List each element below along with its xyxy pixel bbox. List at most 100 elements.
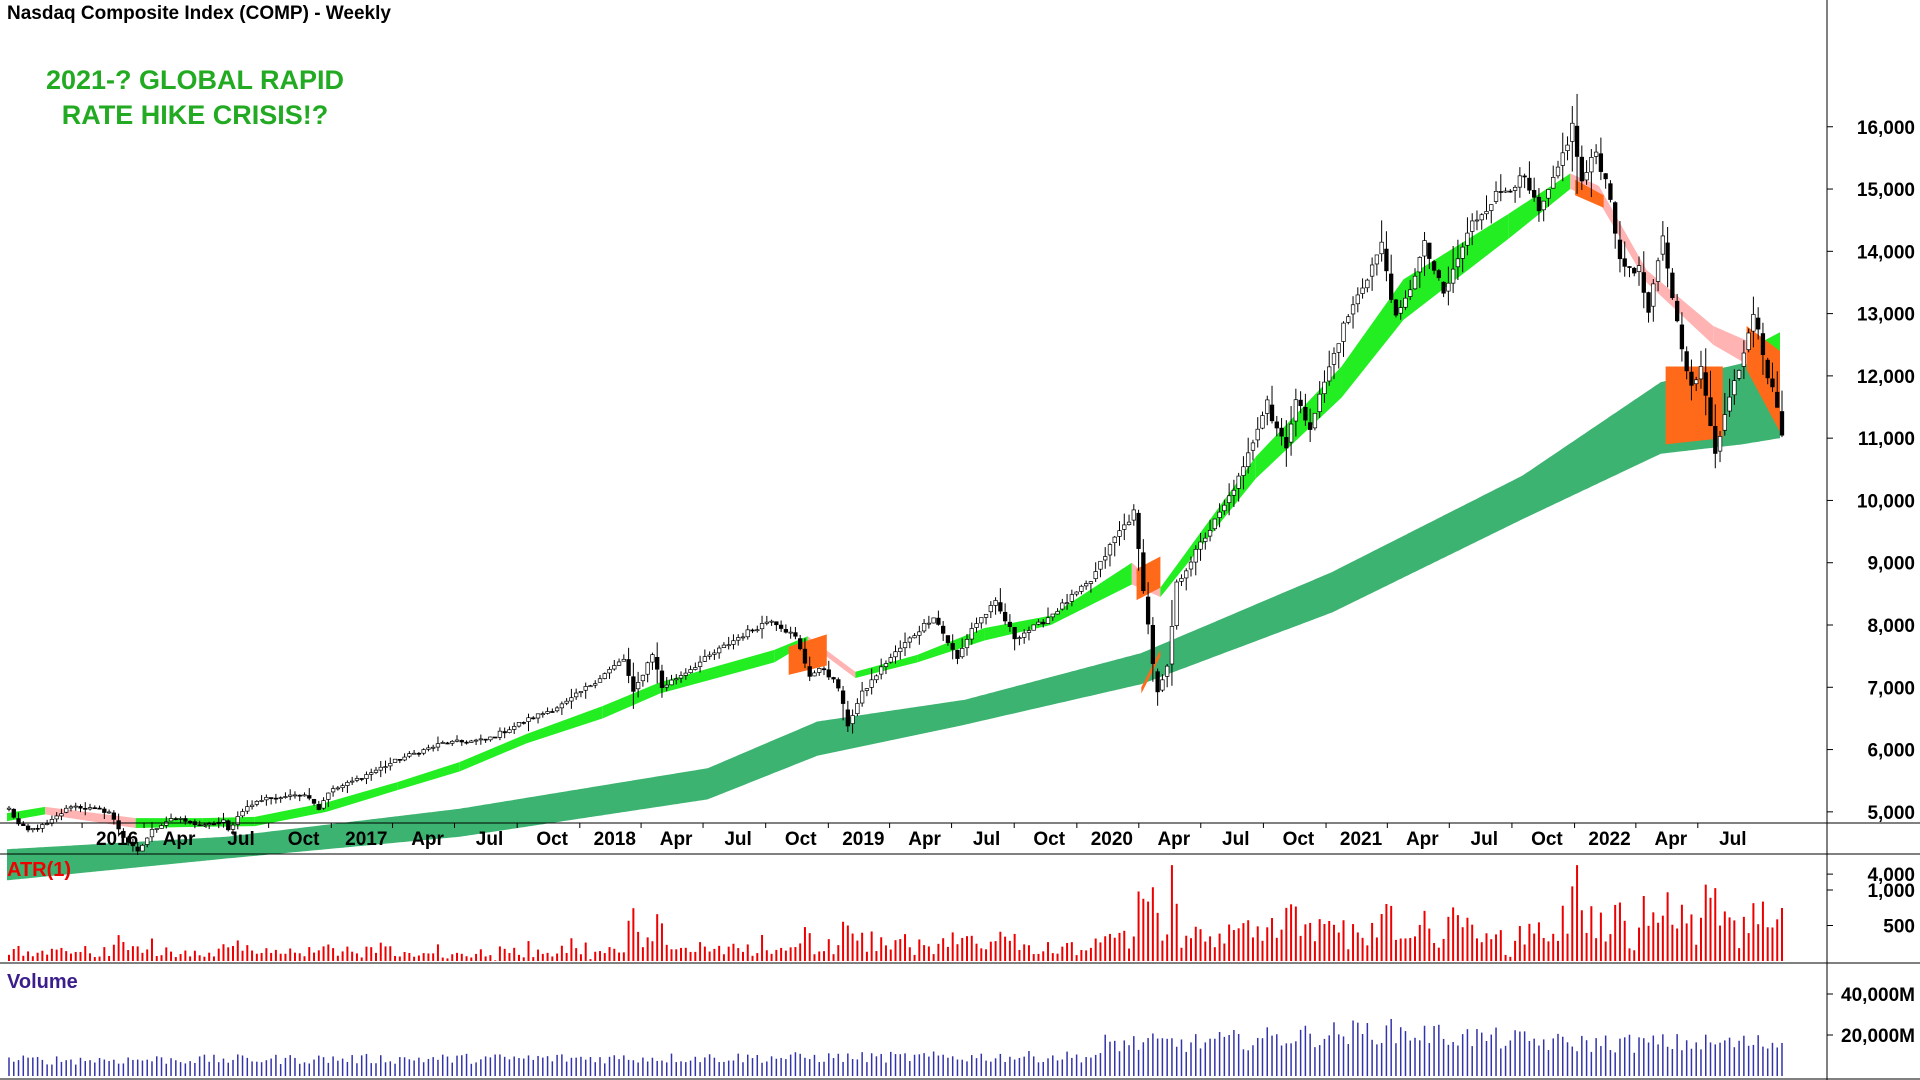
- candle-up: [855, 703, 860, 715]
- candle-up: [1484, 211, 1489, 215]
- candle-up: [664, 684, 669, 688]
- candle-up: [1584, 172, 1589, 181]
- candle-up: [159, 825, 164, 829]
- candle-down: [950, 643, 955, 650]
- candle-up: [488, 736, 493, 741]
- candle-up: [1184, 570, 1189, 579]
- candle-up: [1517, 175, 1523, 188]
- short-band-rising-segment: [1255, 366, 1342, 479]
- candle-up: [106, 811, 112, 814]
- candle-up: [87, 807, 93, 810]
- candle-up: [1422, 240, 1427, 257]
- x-tick-label: Oct: [288, 829, 320, 850]
- time-x-axis: 2016 Apr Jul Oct 2017 Apr Jul Oct 2018 Apr Jul Oct 2…: [81, 823, 1747, 850]
- candle-up: [1112, 536, 1117, 544]
- candle-up: [669, 679, 674, 686]
- candle-up: [635, 682, 641, 690]
- candle-up: [1589, 157, 1594, 173]
- candle-up: [345, 782, 350, 786]
- candle-up: [431, 746, 436, 749]
- candle-up: [859, 690, 865, 704]
- short-band-falling-segment: [1646, 270, 1714, 345]
- candle-down: [1674, 300, 1680, 322]
- candle-down: [416, 752, 422, 755]
- atr-label: ATR(1): [7, 859, 71, 881]
- candle-up: [864, 688, 870, 691]
- y-tick-label: 5,000: [1867, 803, 1915, 824]
- short-band-rising-segment: [326, 781, 398, 812]
- candle-up: [593, 683, 598, 686]
- candle-up: [1160, 679, 1165, 691]
- candle-up: [1188, 561, 1194, 570]
- candle-down: [1155, 671, 1160, 693]
- indicator-y-axes: 500 1,000 20,000M 40,000M: [1827, 881, 1915, 1047]
- candle-up: [54, 815, 59, 820]
- candle-down: [1508, 190, 1513, 193]
- candle-up: [1179, 578, 1184, 582]
- candle-up: [607, 669, 612, 674]
- candle-up: [717, 647, 722, 654]
- price-panel: [6, 93, 1785, 881]
- candle-up: [1408, 289, 1413, 297]
- candle-up: [564, 700, 569, 704]
- candle-down: [1145, 596, 1151, 625]
- candle-up: [1207, 529, 1213, 537]
- candle-up: [697, 661, 703, 667]
- candle-up: [1226, 495, 1232, 503]
- candle-up: [812, 672, 817, 677]
- candle-up: [1117, 530, 1122, 537]
- candle-down: [1665, 242, 1670, 269]
- candle-up: [1741, 352, 1747, 367]
- candle-up: [1717, 436, 1723, 452]
- candle-down: [1141, 552, 1146, 592]
- candle-down: [1002, 611, 1008, 622]
- candle-down: [1603, 173, 1608, 180]
- candle-up: [726, 644, 731, 647]
- candle-down: [1760, 333, 1766, 355]
- candle-up: [1350, 304, 1356, 315]
- candle-down: [783, 629, 789, 633]
- candle-up: [1455, 258, 1461, 268]
- candle-down: [1703, 372, 1708, 396]
- candle-down: [1284, 437, 1289, 449]
- candle-down: [655, 657, 660, 670]
- candle-down: [130, 842, 136, 847]
- candle-up: [497, 730, 503, 738]
- candle-up: [426, 747, 431, 750]
- candle-up: [1293, 399, 1299, 422]
- candle-up: [1031, 624, 1036, 631]
- candle-up: [879, 666, 884, 675]
- candle-down: [1527, 177, 1532, 191]
- candle-up: [1565, 144, 1570, 152]
- candle-up: [1570, 122, 1575, 142]
- x-tick-label: 2021: [1340, 829, 1383, 850]
- candle-up: [1217, 511, 1222, 518]
- candle-up: [1203, 537, 1208, 542]
- candle-up: [926, 622, 932, 625]
- candle-up: [1736, 370, 1742, 379]
- x-tick-label: Jul: [1719, 829, 1746, 850]
- y-tick-label: 13,000: [1857, 305, 1915, 326]
- candle-up: [1079, 585, 1084, 592]
- candle-up: [1489, 204, 1494, 211]
- candle-down: [1279, 427, 1284, 437]
- candle-up: [1546, 189, 1551, 199]
- candle-up: [1165, 665, 1170, 677]
- price-y-axis: 4,000 5,000 6,000 7,000 8,000 9,000 10,000 11,0…: [1827, 118, 1915, 886]
- candle-down: [21, 823, 26, 826]
- candle-up: [874, 675, 879, 681]
- candle-up: [388, 763, 393, 767]
- x-tick-label: Oct: [1531, 829, 1563, 850]
- candle-up: [1088, 581, 1094, 584]
- candle-up: [326, 792, 331, 800]
- candle-up: [421, 749, 426, 754]
- candle-down: [831, 677, 836, 680]
- candle-down: [750, 629, 755, 632]
- candle-up: [1412, 275, 1418, 290]
- candle-up: [1446, 282, 1451, 292]
- candle-up: [40, 824, 45, 829]
- candle-down: [807, 666, 812, 677]
- candle-up: [1327, 366, 1332, 382]
- candle-down: [116, 820, 121, 830]
- long-band-area: [7, 363, 1780, 881]
